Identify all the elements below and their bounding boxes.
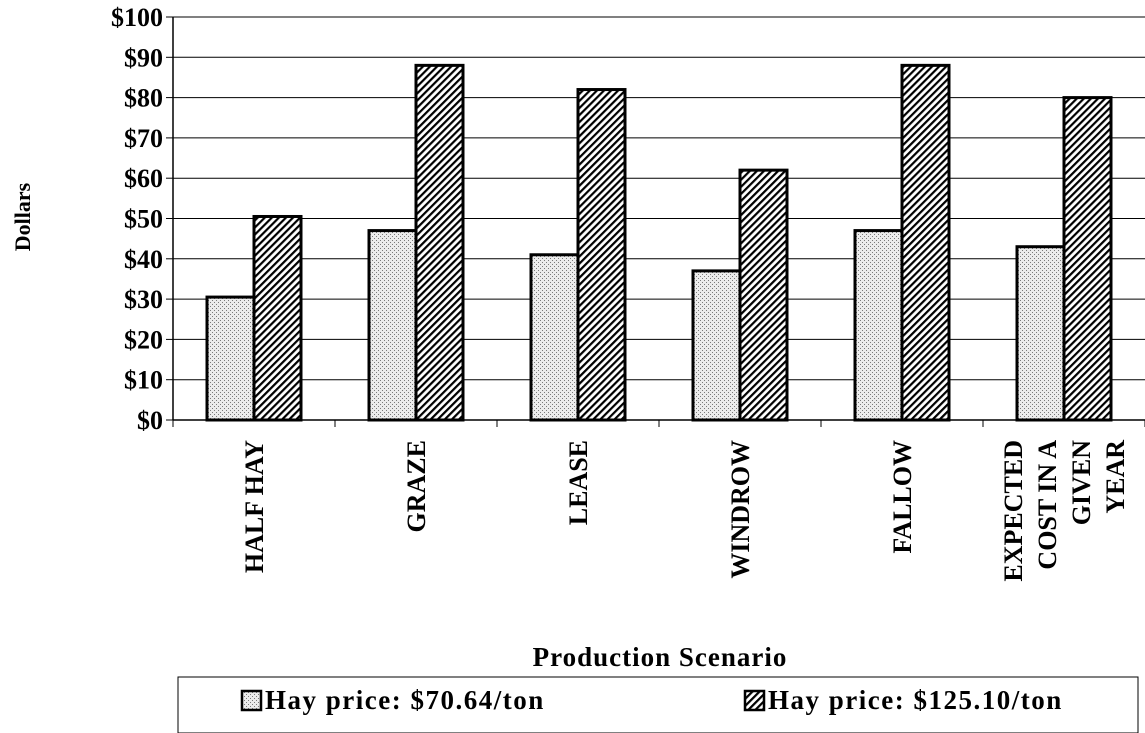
x-tick-label: COST IN A <box>1033 440 1062 570</box>
bar-low-price <box>853 229 904 422</box>
axes <box>166 16 1145 427</box>
y-tick-label: $60 <box>124 164 163 193</box>
legend-label: Hay price: $125.10/ton <box>768 685 1063 715</box>
x-tick-label: EXPECTED <box>999 440 1028 582</box>
bar-high-price <box>900 63 951 422</box>
x-tick-label: GIVEN <box>1067 440 1096 525</box>
bar-low-price <box>1015 245 1066 422</box>
x-tick-label: WINDROW <box>726 440 755 579</box>
x-axis-label: Production Scenario <box>533 642 788 672</box>
legend-swatch <box>743 689 766 712</box>
y-tick-label: $30 <box>124 285 163 314</box>
y-tick-label: $80 <box>124 84 163 113</box>
x-tick-label: LEASE <box>564 440 593 525</box>
bar-high-price <box>738 168 789 422</box>
y-tick-label: $20 <box>124 325 163 354</box>
bar-high-price <box>252 214 303 422</box>
legend-swatch <box>240 689 263 712</box>
y-tick-label: $100 <box>111 3 163 32</box>
bar-low-price <box>529 253 580 422</box>
gridlines <box>173 16 1145 381</box>
bar-low-price <box>691 269 742 422</box>
y-axis-label: Dollars <box>10 182 35 251</box>
bar-high-price <box>576 88 627 422</box>
y-tick-label: $40 <box>124 245 163 274</box>
x-tick-label: FALLOW <box>888 440 917 554</box>
bar-high-price <box>414 63 465 422</box>
y-tick-label: $0 <box>137 406 163 435</box>
y-tick-label: $10 <box>124 366 163 395</box>
legend-label: Hay price: $70.64/ton <box>265 685 545 715</box>
x-tick-label: YEAR <box>1101 440 1130 514</box>
y-tick-label: $70 <box>124 124 163 153</box>
legend-box <box>177 676 1139 733</box>
x-tick-label: GRAZE <box>402 440 431 532</box>
bars <box>205 63 1113 422</box>
legend: Hay price: $70.64/ton Hay price: $125.10/… <box>177 676 1139 733</box>
y-tick-label: $50 <box>124 205 163 234</box>
bar-low-price <box>367 229 418 422</box>
x-tick-label: HALF HAY <box>240 440 269 573</box>
y-tick-label: $90 <box>124 43 163 72</box>
tick-labels: $0 $10 $20 $30 $40 $50 $60 $70 $80 $90 $100 HALF HA… <box>111 3 1130 582</box>
bar-low-price <box>205 295 256 422</box>
bar-high-price <box>1062 96 1113 422</box>
